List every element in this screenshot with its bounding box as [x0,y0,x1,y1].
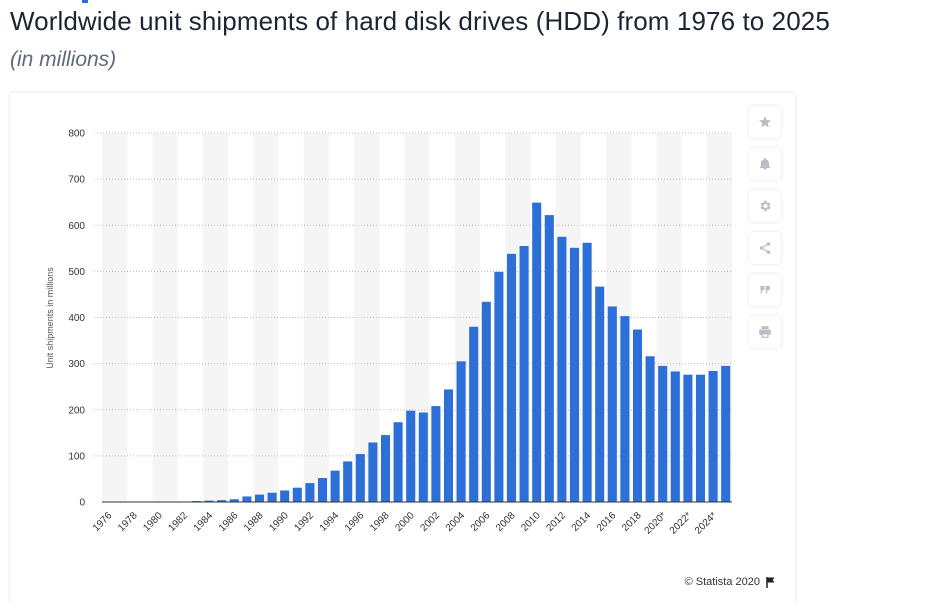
bar-2025*[interactable] [721,366,730,502]
background-stripe [203,133,228,502]
x-tick-label: 1990 [267,510,291,534]
x-tick-label: 1984 [192,510,216,534]
x-tick-label: 1998 [368,510,392,534]
bar-2020*[interactable] [658,366,667,502]
bar-1992[interactable] [305,483,314,502]
x-tick-label: 2004 [444,510,468,534]
x-tick-label: 2022* [668,510,694,536]
x-tick-label: 2016 [595,510,619,534]
bar-1995[interactable] [343,461,352,502]
x-tick-label: 2000 [393,510,417,534]
x-tick-label: 2014 [570,510,594,534]
bar-2021*[interactable] [671,371,680,502]
x-tick-label: 2012 [545,510,569,534]
bar-2007[interactable] [494,272,503,502]
bar-2011[interactable] [545,215,554,502]
star-icon [758,115,772,129]
share-icon [758,241,772,255]
y-tick-label: 400 [68,313,85,324]
y-tick-label: 800 [68,129,85,140]
bar-2003[interactable] [444,389,453,502]
print-icon [758,325,772,339]
print-button[interactable] [749,316,781,348]
y-tick-label: 600 [68,221,85,232]
x-tick-label: 2008 [494,510,518,534]
bar-2014[interactable] [583,243,592,502]
y-axis-label: Unit shipments in millions [45,267,55,369]
notification-button[interactable] [749,148,781,180]
bar-2008[interactable] [507,254,516,502]
background-stripe [152,133,177,502]
bar-1998[interactable] [381,435,390,502]
bar-2023*[interactable] [696,375,705,502]
bar-2018[interactable] [633,329,642,502]
bar-1997[interactable] [368,442,377,502]
x-tick-label: 1994 [318,510,342,534]
x-tick-label: 1986 [217,510,241,534]
background-stripe [102,133,127,502]
bar-2006[interactable] [482,302,491,502]
bar-2013[interactable] [570,248,579,502]
bell-icon [758,157,772,171]
bar-1990[interactable] [280,490,289,502]
x-tick-label: 2018 [620,510,644,534]
bar-2024*[interactable] [709,371,718,502]
page-title: Worldwide unit shipments of hard disk dr… [10,6,830,37]
page-subtitle: (in millions) [10,48,116,72]
x-tick-label: 1978 [116,510,140,534]
share-button[interactable] [749,232,781,264]
y-tick-label: 200 [68,405,85,416]
gear-icon [758,199,772,213]
cite-button[interactable] [749,274,781,306]
bar-1996[interactable] [356,454,365,502]
quote-icon [758,283,772,297]
bar-2009[interactable] [520,246,529,502]
x-tick-label: 1982 [167,510,191,534]
bar-1994[interactable] [331,471,340,502]
x-tick-label: 2024* [693,510,719,536]
bar-1991[interactable] [293,488,302,502]
settings-button[interactable] [749,190,781,222]
flag-icon [766,577,776,588]
bar-1993[interactable] [318,478,327,502]
bar-2019[interactable] [646,356,655,502]
bar-2022*[interactable] [683,375,692,502]
bar-2005[interactable] [469,327,478,502]
x-tick-label: 1976 [91,510,115,534]
bar-2015[interactable] [595,287,604,502]
bar-2000[interactable] [406,411,415,502]
bar-2002[interactable] [431,406,440,502]
statista-credit[interactable]: © Statista 2020 [685,576,776,588]
bar-2016[interactable] [608,306,617,502]
bar-1987[interactable] [242,496,251,502]
x-tick-label: 1988 [242,510,266,534]
favorite-button[interactable] [749,106,781,138]
top-accent-bar [82,0,88,3]
y-tick-label: 100 [68,451,85,462]
x-tick-label: 1996 [343,510,367,534]
bar-2017[interactable] [620,316,629,502]
bar-2001[interactable] [419,413,428,502]
x-tick-label: 2006 [469,510,493,534]
bar-2004[interactable] [457,361,466,502]
bar-1988[interactable] [255,495,264,502]
credit-text: © Statista 2020 [685,576,760,588]
y-tick-label: 0 [79,498,85,509]
bar-2010[interactable] [532,203,541,502]
bar-1989[interactable] [268,493,277,502]
y-tick-label: 300 [68,359,85,370]
x-tick-label: 1992 [293,510,317,534]
y-axis-ticks: 0 100 200 300 400 500 600 700 800 [68,129,85,509]
y-tick-label: 700 [68,175,85,186]
x-tick-label: 2002 [419,510,443,534]
bar-1999[interactable] [394,422,403,502]
x-tick-label: 2020* [643,510,669,536]
bar-2012[interactable] [557,237,566,502]
y-tick-label: 500 [68,267,85,278]
x-tick-label: 1980 [141,510,165,534]
x-tick-label: 2010 [519,510,543,534]
